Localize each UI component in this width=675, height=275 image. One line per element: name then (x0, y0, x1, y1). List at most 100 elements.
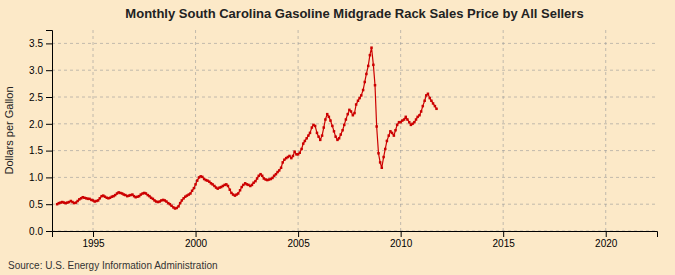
marker (256, 177, 259, 180)
marker (341, 129, 344, 132)
x-axis-tick: 2015 (493, 231, 516, 249)
marker (362, 89, 365, 92)
x-axis-tick-mark (298, 231, 299, 237)
marker (429, 97, 432, 100)
marker (229, 188, 232, 191)
marker (314, 125, 317, 128)
marker (237, 192, 240, 195)
marker (331, 125, 334, 128)
marker (261, 175, 264, 178)
marker (194, 183, 197, 186)
x-axis-tick-mark (196, 231, 197, 237)
marker (346, 113, 349, 116)
marker (403, 118, 406, 121)
marker (326, 113, 329, 116)
y-axis-tick-mark (46, 43, 52, 44)
marker (394, 129, 397, 132)
marker (423, 100, 426, 103)
x-axis-tick: 1995 (82, 231, 105, 249)
y-axis-tick-mark (46, 124, 52, 125)
marker (275, 173, 278, 176)
background (0, 0, 675, 275)
x-axis-tick-mark (401, 231, 402, 237)
marker (322, 126, 325, 129)
marker (340, 133, 343, 136)
marker (432, 102, 435, 105)
marker (406, 118, 409, 121)
marker (271, 177, 274, 180)
x-axis-tick-label: 2020 (595, 238, 618, 249)
marker (427, 93, 430, 96)
marker (338, 137, 341, 140)
y-axis-tick-label: 1.5 (29, 145, 43, 156)
x-axis-tick-mark (606, 231, 607, 237)
marker (374, 84, 377, 87)
x-axis: 199520002005201020152020 (53, 231, 658, 249)
marker (355, 103, 358, 106)
marker (307, 134, 310, 137)
marker (435, 108, 438, 111)
marker (360, 94, 363, 97)
marker (377, 152, 380, 155)
marker (278, 169, 281, 172)
marker (381, 167, 384, 170)
marker (386, 140, 389, 143)
marker (317, 135, 320, 138)
marker (370, 46, 373, 49)
marker (298, 151, 301, 154)
x-grid-line (195, 30, 196, 231)
marker (201, 176, 204, 179)
marker (393, 134, 396, 137)
annotation: Source: U.S. Energy Information Administ… (8, 260, 218, 271)
y-axis-tick-label: 2.0 (29, 119, 43, 130)
y-axis-line (46, 31, 53, 232)
x-axis-tick-label: 2010 (390, 238, 413, 249)
y-axis-tick-mark (46, 177, 52, 178)
marker (324, 118, 327, 121)
y-axis-tick-mark (46, 204, 52, 205)
marker (379, 161, 382, 164)
marker (357, 100, 360, 103)
marker (240, 186, 243, 189)
marker (191, 190, 194, 193)
marker (311, 126, 314, 129)
y-axis-tick-label: 2.5 (29, 92, 43, 103)
x-axis-tick-label: 2015 (493, 238, 516, 249)
marker (384, 148, 387, 151)
marker (328, 116, 331, 119)
marker (352, 114, 355, 117)
marker (372, 64, 375, 66)
marker (319, 139, 322, 142)
y-axis-tick: 2.5 (29, 92, 52, 103)
y-axis-tick-label: 3.5 (29, 38, 43, 49)
marker (179, 202, 182, 205)
series (56, 46, 438, 209)
y-axis-tick: 0.0 (29, 226, 52, 237)
title: Monthly South Carolina Gasoline Midgrade… (125, 6, 583, 21)
marker (343, 124, 346, 127)
marker (305, 137, 308, 140)
x-axis-tick-mark (93, 231, 94, 237)
marker (367, 65, 370, 68)
y-axis-tick: 2.0 (29, 119, 52, 130)
marker (239, 189, 242, 192)
marker (292, 155, 295, 158)
marker (334, 135, 337, 138)
marker (288, 155, 291, 158)
y-axis-tick-mark (46, 151, 52, 152)
y-axis-tick: 3.5 (29, 38, 52, 49)
x-grid-line (400, 30, 401, 231)
marker (420, 110, 423, 113)
x-grid-line (298, 30, 299, 231)
marker (333, 130, 336, 133)
marker (387, 134, 390, 137)
marker (189, 192, 192, 195)
y-grid-line (52, 150, 657, 151)
y-axis-tick: 1.5 (29, 145, 52, 156)
y-axis-tick-mark (46, 70, 52, 71)
marker (369, 54, 372, 57)
marker (391, 132, 394, 135)
marker (358, 97, 361, 100)
y-axis-title: Dollars per Gallon (3, 86, 15, 174)
marker (321, 134, 324, 137)
